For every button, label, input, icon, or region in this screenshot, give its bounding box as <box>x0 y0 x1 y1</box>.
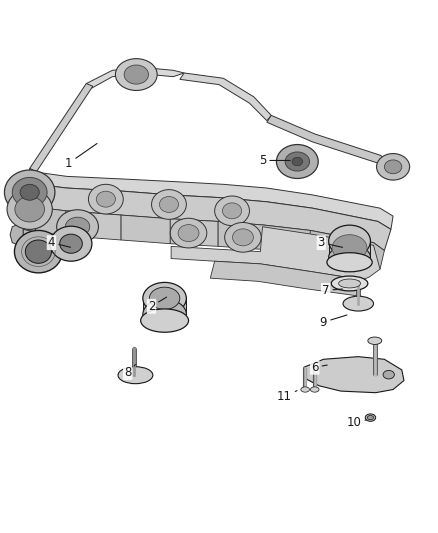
Ellipse shape <box>116 59 157 91</box>
Polygon shape <box>121 215 170 244</box>
Ellipse shape <box>301 387 310 392</box>
Polygon shape <box>308 230 385 269</box>
Polygon shape <box>10 204 23 246</box>
Polygon shape <box>180 73 271 120</box>
Ellipse shape <box>223 203 242 219</box>
Text: 11: 11 <box>277 390 297 403</box>
Ellipse shape <box>7 189 52 229</box>
Ellipse shape <box>233 229 253 246</box>
Ellipse shape <box>327 253 372 272</box>
Ellipse shape <box>15 197 45 222</box>
Polygon shape <box>66 211 121 240</box>
Text: 7: 7 <box>322 284 343 297</box>
Text: 6: 6 <box>311 361 327 374</box>
Polygon shape <box>28 168 393 229</box>
Ellipse shape <box>292 157 303 166</box>
Polygon shape <box>23 182 391 251</box>
Ellipse shape <box>65 217 90 236</box>
Polygon shape <box>218 221 311 255</box>
Ellipse shape <box>339 279 360 288</box>
Polygon shape <box>23 229 66 253</box>
Ellipse shape <box>57 210 99 244</box>
Ellipse shape <box>159 197 179 213</box>
Ellipse shape <box>143 282 186 314</box>
Ellipse shape <box>311 387 319 392</box>
Ellipse shape <box>215 196 250 225</box>
Ellipse shape <box>88 184 123 214</box>
FancyBboxPatch shape <box>143 298 186 314</box>
Ellipse shape <box>124 65 148 84</box>
Ellipse shape <box>152 190 186 219</box>
Ellipse shape <box>385 160 402 174</box>
Polygon shape <box>170 219 218 246</box>
Polygon shape <box>171 227 380 280</box>
Ellipse shape <box>60 234 82 253</box>
Ellipse shape <box>118 367 153 384</box>
Polygon shape <box>267 115 393 171</box>
Ellipse shape <box>25 240 51 263</box>
Polygon shape <box>210 261 363 296</box>
Ellipse shape <box>141 309 188 332</box>
Polygon shape <box>30 84 93 172</box>
Text: 1: 1 <box>65 143 97 169</box>
Ellipse shape <box>367 416 374 419</box>
Polygon shape <box>86 68 184 90</box>
Ellipse shape <box>328 225 371 257</box>
Text: 2: 2 <box>148 297 166 313</box>
Ellipse shape <box>4 170 55 215</box>
Ellipse shape <box>12 177 47 207</box>
Ellipse shape <box>149 287 180 310</box>
Ellipse shape <box>285 152 310 171</box>
FancyBboxPatch shape <box>328 241 371 257</box>
Ellipse shape <box>331 276 368 291</box>
Ellipse shape <box>14 230 62 273</box>
Ellipse shape <box>368 337 382 344</box>
Polygon shape <box>304 357 404 393</box>
Text: 9: 9 <box>320 315 347 329</box>
Ellipse shape <box>377 154 410 180</box>
Text: 8: 8 <box>124 365 135 379</box>
Ellipse shape <box>276 144 318 179</box>
Ellipse shape <box>170 218 207 248</box>
Ellipse shape <box>143 300 186 329</box>
Text: 10: 10 <box>346 416 367 430</box>
Ellipse shape <box>383 370 394 379</box>
Polygon shape <box>35 207 66 236</box>
Ellipse shape <box>343 296 374 311</box>
Ellipse shape <box>332 235 367 261</box>
Ellipse shape <box>178 224 199 241</box>
Ellipse shape <box>96 191 116 207</box>
Ellipse shape <box>50 226 92 261</box>
Ellipse shape <box>20 184 39 200</box>
Text: 5: 5 <box>259 154 290 167</box>
Ellipse shape <box>225 222 261 252</box>
Text: 3: 3 <box>318 236 343 249</box>
Ellipse shape <box>365 414 376 421</box>
Text: 4: 4 <box>48 236 71 249</box>
Polygon shape <box>23 204 35 232</box>
Ellipse shape <box>328 245 371 269</box>
